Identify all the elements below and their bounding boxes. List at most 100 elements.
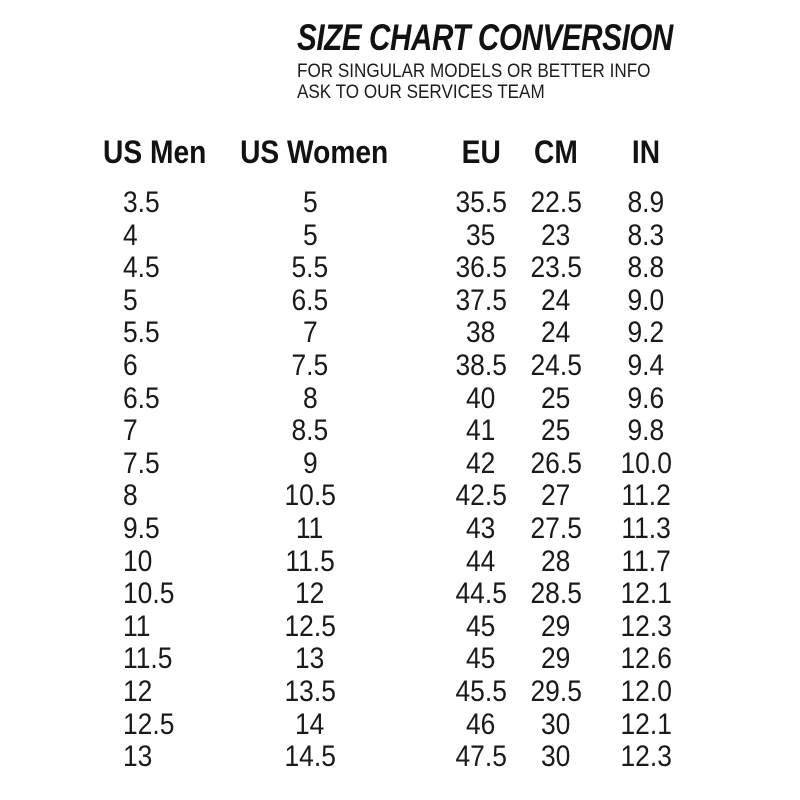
table-cell: 24 xyxy=(496,317,616,350)
table-cell-text: 4.5 xyxy=(123,251,160,285)
table-cell-text: 28.5 xyxy=(530,577,582,611)
column-header-text: US Women xyxy=(240,134,389,170)
column-header: IN xyxy=(586,134,706,170)
table-cell-text: 9.5 xyxy=(123,511,160,545)
table-cell: 44 xyxy=(421,544,541,579)
table-cell: 11.5 xyxy=(90,643,220,676)
table-cell: 11 xyxy=(230,511,390,546)
table-cell-text: 24 xyxy=(541,316,571,350)
table-cell: 35 xyxy=(421,219,541,253)
table-cell: 7.5 xyxy=(90,446,220,481)
table-cell-text: 5.5 xyxy=(123,316,160,350)
table-cell: 8 xyxy=(90,480,220,513)
table-cell: 14 xyxy=(230,708,390,742)
table-cell-text: 6 xyxy=(123,348,138,382)
title-block: SIZE CHART CONVERSION FOR SINGULAR MODEL… xyxy=(297,16,767,103)
table-cell: 14.5 xyxy=(230,740,390,774)
table-cell: 13.5 xyxy=(230,675,390,709)
table-cell: 35.5 xyxy=(421,186,541,220)
column-cells: 22.5 23 23.5 24 24 24.5 25 25 26.5 27 27.5 28 28.5 29… xyxy=(496,186,616,774)
table-cell: 10.5 xyxy=(90,578,220,611)
table-cell: 5 xyxy=(90,284,220,318)
table-cell-text: 29.5 xyxy=(530,674,582,708)
table-cell-text: 12.1 xyxy=(620,577,672,611)
table-cell-text: 8 xyxy=(123,479,138,513)
table-cell: 38.5 xyxy=(421,348,541,383)
table-cell-text: 5 xyxy=(302,218,318,252)
table-cell: 9 xyxy=(230,446,390,481)
table-cell-text: 11 xyxy=(296,511,324,545)
table-cell-text: 3.5 xyxy=(123,186,160,219)
table-cell-text: 8 xyxy=(302,381,318,415)
table-cell-text: 12.5 xyxy=(123,707,175,741)
table-cell: 8.5 xyxy=(230,415,390,448)
table-cell: 37.5 xyxy=(421,283,541,318)
table-cell-text: 7.5 xyxy=(123,446,160,480)
table-cell-text: 10.5 xyxy=(123,577,175,611)
table-cell-text: 38.5 xyxy=(455,348,507,382)
table-cell-text: 12.3 xyxy=(620,740,672,774)
table-cell: 23.5 xyxy=(496,252,616,285)
table-cell: 44.5 xyxy=(421,578,541,611)
table-cell-text: 7 xyxy=(123,414,138,448)
table-cell-text: 24.5 xyxy=(530,348,582,382)
column-cells: 35.5 35 36.5 37.5 38 38.5 40 41 42 42.5 43 44 44.5 45… xyxy=(421,186,541,774)
table-cell: 26.5 xyxy=(496,446,616,481)
table-cell-text: 4 xyxy=(123,218,138,252)
table-cell-text: 8.3 xyxy=(627,218,665,252)
table-cell-text: 11.2 xyxy=(621,479,671,513)
table-cell-text: 10.0 xyxy=(620,446,672,480)
table-cell-text: 7.5 xyxy=(291,348,329,382)
table-cell: 27.5 xyxy=(496,511,616,546)
table-cell-text: 27.5 xyxy=(530,511,582,545)
table-cell: 5.5 xyxy=(90,317,220,350)
table-cell: 7 xyxy=(230,317,390,350)
table-cell: 47.5 xyxy=(421,740,541,774)
page-title-text: SIZE CHART CONVERSION xyxy=(297,17,673,58)
table-cell-text: 24 xyxy=(541,283,571,317)
table-cell: 45 xyxy=(421,609,541,644)
page-title: SIZE CHART CONVERSION xyxy=(297,16,767,60)
table-cell: 40 xyxy=(421,382,541,416)
table-cell-text: 44 xyxy=(466,544,496,578)
table-cell: 8 xyxy=(230,381,390,416)
table-cell-text: 10.5 xyxy=(284,479,336,513)
table-cell-text: 7 xyxy=(302,316,318,350)
table-cell-text: 42 xyxy=(466,446,496,480)
table-cell-text: 46 xyxy=(466,707,496,741)
table-cell: 29.5 xyxy=(496,674,616,709)
table-cell-text: 6.5 xyxy=(291,283,329,317)
table-cell-text: 12.3 xyxy=(620,609,672,643)
table-cell-text: 11.3 xyxy=(621,511,671,545)
table-cell: 38 xyxy=(421,317,541,350)
table-column-eu: EU 35.5 35 36.5 37.5 38 38.5 40 41 42 42.5 43 44 44.5… xyxy=(421,134,541,774)
table-cell-text: 45 xyxy=(466,609,496,643)
column-header-text: IN xyxy=(631,134,661,170)
table-cell: 10 xyxy=(90,545,220,579)
table-cell: 46 xyxy=(421,707,541,742)
table-cell: 29 xyxy=(496,609,616,644)
table-cell-text: 28 xyxy=(541,544,571,578)
table-cell: 4.5 xyxy=(90,252,220,285)
table-cell: 3.5 xyxy=(90,186,220,220)
column-header: US Women xyxy=(230,134,390,170)
table-cell: 24.5 xyxy=(496,348,616,383)
table-cell: 23 xyxy=(496,219,616,253)
table-cell-text: 35.5 xyxy=(455,186,507,219)
table-cell-text: 37.5 xyxy=(455,283,507,317)
table-cell-text: 26.5 xyxy=(530,446,582,480)
table-cell-text: 29 xyxy=(541,609,571,643)
table-cell-text: 9.0 xyxy=(627,283,665,317)
table-cell-text: 6.5 xyxy=(123,381,160,415)
table-cell-text: 9 xyxy=(302,446,318,480)
table-cell-text: 25 xyxy=(541,381,571,415)
table-cell: 5 xyxy=(230,218,390,253)
table-cell-text: 13 xyxy=(295,642,325,676)
table-cell-text: 22.5 xyxy=(530,186,582,219)
table-cell: 43 xyxy=(421,512,541,546)
table-cell: 12.1 xyxy=(586,708,706,742)
table-cell-text: 45.5 xyxy=(455,674,507,708)
subtitle-line-1: FOR SINGULAR MODELS OR BETTER INFO xyxy=(297,61,651,82)
table-cell-text: 44.5 xyxy=(455,577,507,611)
column-cells: 5 5 5.5 6.5 7 7.5 8 8.5 9 10.5 11 11.5 12 12.5 13 13.5 1… xyxy=(230,186,390,774)
